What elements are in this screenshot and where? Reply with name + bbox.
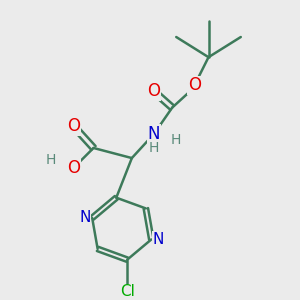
Text: H: H [46, 153, 56, 167]
Text: O: O [67, 159, 80, 177]
Text: N: N [153, 232, 164, 247]
Text: O: O [148, 82, 160, 100]
Text: H: H [171, 133, 181, 147]
Text: N: N [79, 210, 91, 225]
Text: N: N [148, 125, 160, 143]
Text: Cl: Cl [120, 284, 135, 299]
Text: O: O [188, 76, 201, 94]
Text: H: H [149, 141, 159, 155]
Text: O: O [67, 117, 80, 135]
